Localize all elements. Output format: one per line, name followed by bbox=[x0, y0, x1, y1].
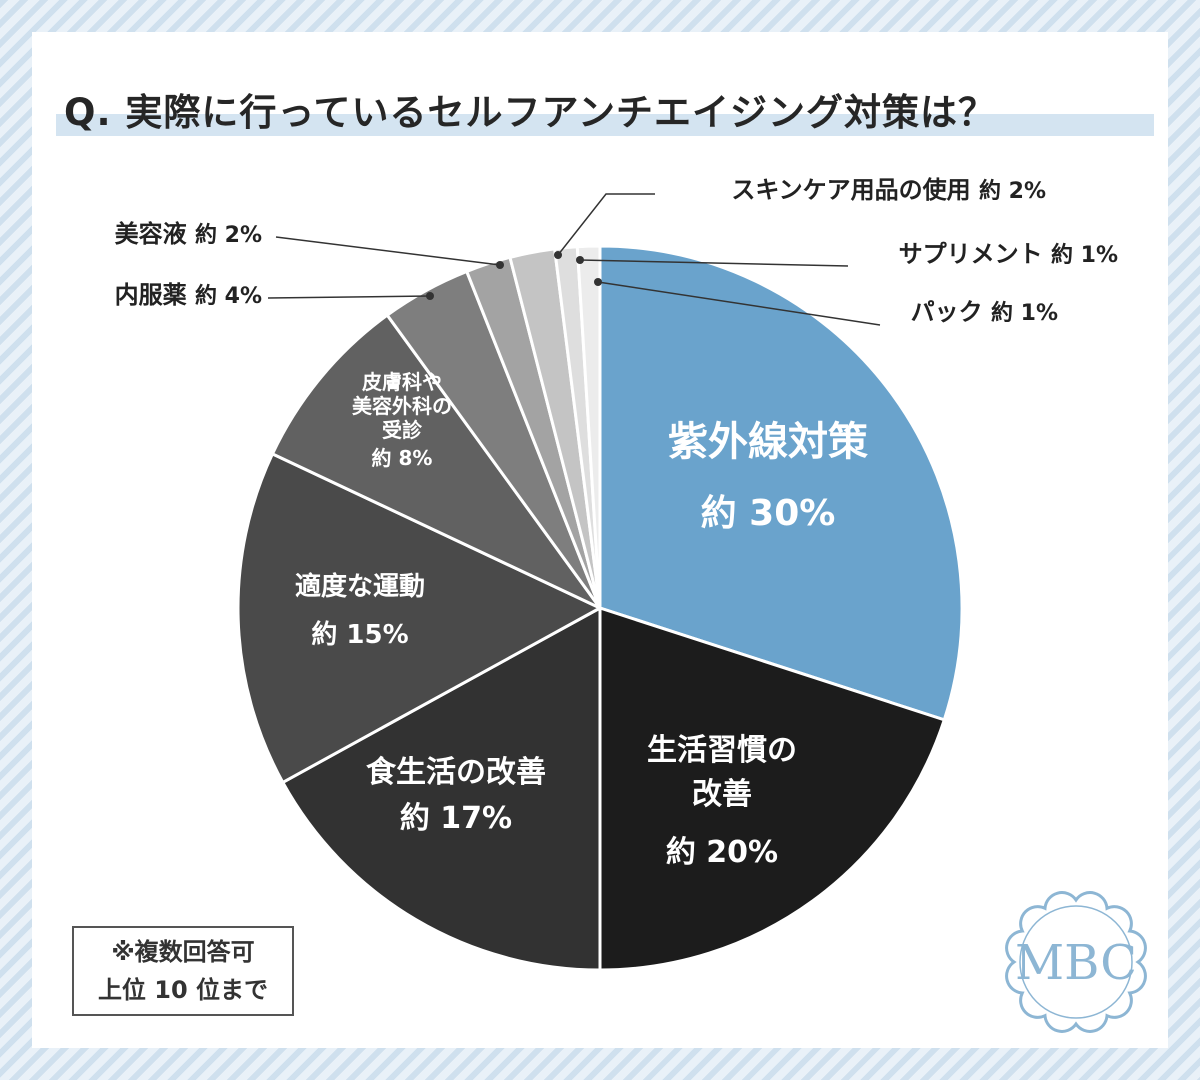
page-title: Q. 実際に行っているセルフアンチエイジング対策は？ bbox=[64, 91, 997, 134]
survey-note: ※複数回答可 上位 10 位まで bbox=[72, 926, 294, 1016]
logo-badge bbox=[1005, 891, 1147, 1033]
logo-inner-ring bbox=[1019, 905, 1133, 1019]
outside-label-6: 内服薬 約 4% bbox=[115, 281, 262, 309]
leader-dot-10 bbox=[594, 278, 602, 286]
outside-label-7: 美容液 約 2% bbox=[115, 220, 262, 248]
logo-text: MBC bbox=[1015, 935, 1137, 991]
title-highlight bbox=[56, 114, 1154, 136]
pie-slice-4 bbox=[236, 451, 604, 785]
slice-label-5: 皮膚科や bbox=[362, 370, 442, 394]
pie-slice-1 bbox=[598, 244, 964, 722]
slice-label-2: 改善 bbox=[692, 777, 752, 812]
pie-slice-10 bbox=[575, 244, 602, 609]
title-area: Q. 実際に行っているセルフアンチエイジング対策は？ bbox=[56, 82, 1154, 138]
slice-label-5: 美容外科の bbox=[352, 394, 452, 418]
slice-value-5: 約 8% bbox=[372, 446, 433, 470]
slice-label-4: 適度な運動 bbox=[295, 571, 425, 602]
slice-value-1: 約 30% bbox=[701, 493, 836, 534]
slice-label-3: 食生活の改善 bbox=[366, 755, 546, 790]
outside-label-10: パック 約 1% bbox=[911, 298, 1058, 326]
slice-value-4: 約 15% bbox=[311, 619, 408, 650]
slice-label-1: 紫外線対策 bbox=[668, 419, 868, 465]
leader-line-7 bbox=[275, 236, 501, 266]
note-line-1: ※複数回答可 bbox=[111, 938, 255, 966]
mbc-logo: MBC bbox=[1005, 891, 1147, 1033]
pie-slice-2 bbox=[598, 605, 947, 972]
leader-dot-9 bbox=[576, 256, 584, 264]
pie-slices bbox=[236, 244, 964, 972]
leader-line-6 bbox=[267, 295, 431, 299]
leader-dot-8 bbox=[554, 251, 562, 259]
slice-label-2: 生活習慣の bbox=[647, 733, 797, 768]
leader-line-8 bbox=[557, 193, 655, 256]
pie-slice-5 bbox=[270, 313, 602, 610]
leader-line-9 bbox=[579, 259, 849, 267]
pie-slice-3 bbox=[280, 605, 602, 972]
leader-dot-6 bbox=[426, 292, 434, 300]
outside-label-8: スキンケア用品の使用 約 2% bbox=[731, 176, 1046, 204]
leader-lines bbox=[267, 193, 881, 326]
leader-line-10 bbox=[597, 281, 881, 326]
slice-value-3: 約 17% bbox=[400, 801, 512, 836]
slice-value-2: 約 20% bbox=[666, 835, 778, 870]
outside-label-9: サプリメント 約 1% bbox=[899, 240, 1118, 268]
leader-dot-7 bbox=[496, 261, 504, 269]
slice-label-5: 受診 bbox=[382, 418, 423, 442]
note-line-2: 上位 10 位まで bbox=[97, 976, 269, 1004]
